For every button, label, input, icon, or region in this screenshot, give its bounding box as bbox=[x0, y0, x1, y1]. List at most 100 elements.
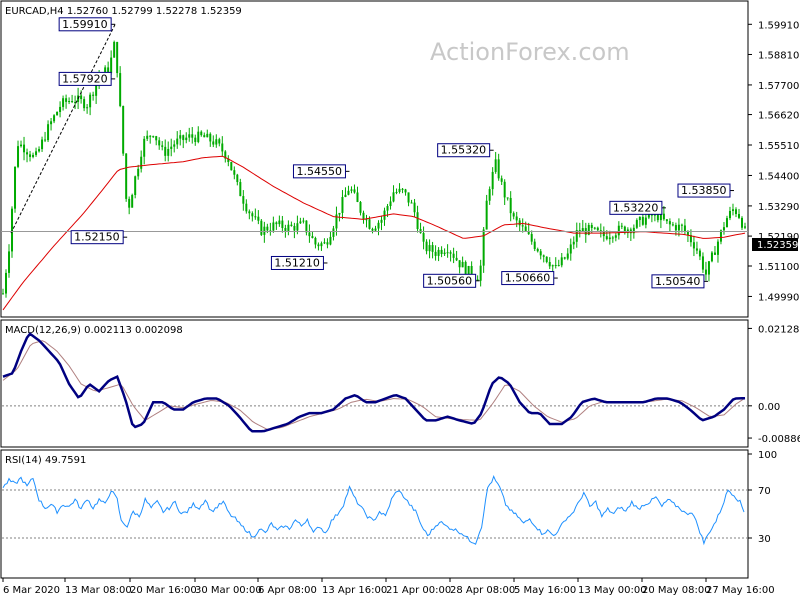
candle-body bbox=[209, 133, 212, 142]
candle-body bbox=[332, 228, 335, 237]
candle-body bbox=[707, 261, 710, 275]
candle-body bbox=[455, 257, 458, 261]
rsi-panel-frame bbox=[0, 449, 749, 579]
candle-body bbox=[722, 227, 725, 231]
candle-body bbox=[437, 249, 440, 256]
candle-body bbox=[275, 222, 278, 225]
candle-body bbox=[290, 224, 293, 226]
candle-body bbox=[230, 162, 233, 171]
candle-body bbox=[569, 244, 572, 254]
candle-body bbox=[176, 138, 179, 145]
candle-body bbox=[17, 146, 20, 167]
annotation-label: 1.50560 bbox=[427, 274, 473, 287]
price-annotation: 1.50540 bbox=[651, 274, 708, 289]
candle-body bbox=[446, 252, 449, 254]
candle-body bbox=[128, 198, 131, 208]
candle-body bbox=[644, 217, 647, 225]
candle-body bbox=[599, 230, 602, 232]
candle-body bbox=[146, 135, 149, 139]
candle-body bbox=[341, 197, 344, 213]
candle-body bbox=[302, 220, 305, 222]
candle-body bbox=[620, 225, 623, 227]
candle-body bbox=[725, 218, 728, 228]
candle-body bbox=[614, 235, 617, 238]
price-annotation: 1.53850 bbox=[677, 183, 734, 198]
candle-body bbox=[737, 214, 740, 218]
candle-body bbox=[410, 202, 413, 204]
price-panel-frame bbox=[0, 0, 749, 318]
x-tick-label: 27 May 16:00 bbox=[706, 585, 775, 596]
candle-body bbox=[698, 250, 701, 257]
candle-body bbox=[251, 213, 254, 217]
candle-body bbox=[581, 228, 584, 232]
x-tick-label: 5 May 16:00 bbox=[514, 585, 576, 596]
price-tick-label: 1.56620 bbox=[758, 111, 799, 122]
x-tick-label: 13 Apr 16:00 bbox=[322, 585, 387, 596]
price-annotation: 1.59910 bbox=[58, 17, 116, 32]
candle-body bbox=[398, 188, 401, 192]
candle-body bbox=[122, 105, 125, 154]
candle-body bbox=[305, 220, 308, 233]
x-tick-label: 20 May 08:00 bbox=[642, 585, 711, 596]
rsi-panel-header: RSI(14) 49.7591 bbox=[5, 455, 86, 466]
candle-body bbox=[194, 137, 197, 142]
annotation-label: 1.59910 bbox=[62, 18, 108, 31]
candle-body bbox=[245, 203, 248, 212]
candle-body bbox=[533, 241, 536, 249]
price-panel-header: EURCAD,H4 1.52760 1.52799 1.52278 1.5235… bbox=[5, 6, 242, 17]
candle-body bbox=[68, 101, 71, 103]
candle-body bbox=[560, 257, 563, 266]
candle-body bbox=[380, 219, 383, 223]
macd-tick-label: 0.021286 bbox=[758, 324, 800, 335]
candle-body bbox=[86, 107, 89, 109]
candle-body bbox=[8, 251, 11, 273]
candle-body bbox=[35, 151, 38, 155]
candle-body bbox=[692, 242, 695, 249]
candle-body bbox=[29, 154, 32, 157]
candle-body bbox=[374, 228, 377, 231]
candle-body bbox=[563, 257, 566, 259]
candle-body bbox=[158, 140, 161, 146]
candle-body bbox=[296, 223, 299, 231]
candle-body bbox=[449, 252, 452, 254]
candle-body bbox=[110, 57, 113, 74]
candle-body bbox=[701, 256, 704, 270]
candle-body bbox=[677, 224, 680, 231]
candle-body bbox=[74, 101, 77, 103]
candle-body bbox=[125, 153, 128, 199]
candle-body bbox=[362, 212, 365, 220]
candle-body bbox=[314, 237, 317, 245]
candle-body bbox=[485, 200, 488, 230]
macd-panel-header: MACD(12,26,9) 0.002113 0.002098 bbox=[5, 325, 183, 336]
annotation-label: 1.50540 bbox=[655, 275, 701, 288]
candle-body bbox=[56, 111, 59, 116]
candle-body bbox=[611, 237, 614, 239]
candle-body bbox=[671, 224, 674, 226]
candle-body bbox=[311, 236, 314, 238]
candle-body bbox=[401, 188, 404, 190]
candle-body bbox=[257, 216, 260, 221]
candle-body bbox=[119, 73, 122, 106]
candle-body bbox=[62, 98, 65, 107]
candle-body bbox=[38, 149, 41, 152]
candle-body bbox=[440, 249, 443, 255]
watermark: ActionForex.com bbox=[430, 38, 630, 66]
candle-body bbox=[140, 156, 143, 169]
candle-body bbox=[281, 220, 284, 229]
candle-body bbox=[719, 230, 722, 242]
candle-body bbox=[272, 222, 275, 231]
candle-body bbox=[161, 145, 164, 147]
candle-body bbox=[464, 261, 467, 275]
candle-body bbox=[365, 219, 368, 221]
candle-body bbox=[494, 159, 497, 172]
candle-body bbox=[716, 241, 719, 255]
candle-body bbox=[65, 98, 68, 102]
candle-body bbox=[20, 144, 23, 147]
candle-body bbox=[530, 234, 533, 242]
x-tick-label: 20 Mar 16:00 bbox=[130, 585, 197, 596]
candle-body bbox=[269, 230, 272, 232]
candle-body bbox=[608, 237, 611, 240]
candle-body bbox=[497, 159, 500, 179]
